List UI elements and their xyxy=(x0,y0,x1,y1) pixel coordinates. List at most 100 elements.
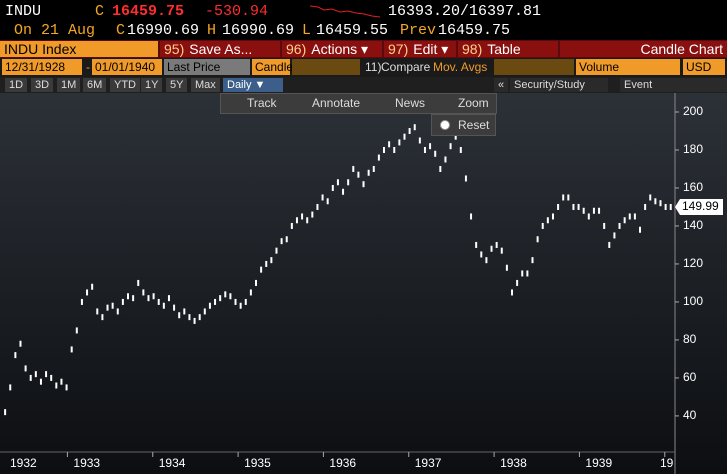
candle xyxy=(546,217,549,224)
toolbar-button[interactable]: 95) Save As... xyxy=(160,41,280,57)
candle xyxy=(541,222,544,229)
period-button[interactable]: 1M xyxy=(57,78,81,92)
candle xyxy=(331,184,334,191)
candle xyxy=(106,304,109,311)
candle xyxy=(229,293,232,300)
studies[interactable]: Mov. Avgs xyxy=(433,60,488,74)
studies-filler xyxy=(494,59,574,75)
candle xyxy=(214,298,217,305)
candle xyxy=(111,302,114,309)
tool-button[interactable]: News xyxy=(395,96,426,110)
candle xyxy=(470,213,473,220)
period-button[interactable]: 6M xyxy=(83,78,107,92)
reset-button[interactable]: Reset xyxy=(458,118,490,132)
security-study[interactable]: Security/Study xyxy=(510,78,608,92)
candle xyxy=(55,382,58,389)
candle xyxy=(301,213,304,220)
candle xyxy=(536,236,539,243)
period-button[interactable]: Max xyxy=(191,78,220,92)
candle xyxy=(4,409,7,416)
candle xyxy=(101,314,104,321)
candle xyxy=(449,143,452,150)
candle xyxy=(551,213,554,220)
period-button[interactable]: 5Y xyxy=(166,78,188,92)
candle xyxy=(316,203,319,210)
candle xyxy=(505,264,508,271)
x-tick-label: 1937 xyxy=(415,456,442,470)
candle xyxy=(96,308,99,315)
period-button[interactable]: YTD xyxy=(110,78,140,92)
tool-button[interactable]: Zoom xyxy=(458,96,489,110)
candle xyxy=(178,312,181,319)
frequency[interactable]: Daily ▼ xyxy=(223,78,283,92)
quote-row: INDU C 16459.75 -530.94 16393.20/16397.8… xyxy=(0,0,727,22)
candle xyxy=(582,207,585,214)
toolbar-button[interactable]: 98) Table xyxy=(458,41,558,57)
security-title: INDU Index xyxy=(0,41,158,57)
collapse[interactable]: « xyxy=(494,78,509,92)
candle xyxy=(403,133,406,140)
period-button[interactable]: 3D xyxy=(31,78,54,92)
last-value-flag xyxy=(675,198,723,215)
tool-button[interactable]: Track xyxy=(247,96,277,110)
candle xyxy=(24,365,27,372)
candle xyxy=(219,295,222,302)
low-label: L xyxy=(302,22,312,39)
chart-style[interactable]: Candle xyxy=(252,59,293,75)
candle xyxy=(306,217,309,224)
bid-ask: 16393.20/16397.81 xyxy=(388,3,542,20)
high: 16990.69 xyxy=(222,22,295,39)
button-label: Save As... xyxy=(189,41,253,57)
candle xyxy=(562,194,565,201)
settings-row: 12/31/1928 - 01/01/1940 Last Price Candl… xyxy=(0,58,727,77)
tool-button[interactable]: Annotate xyxy=(312,96,361,110)
candle xyxy=(167,295,170,302)
reset-icon xyxy=(440,120,450,130)
currency[interactable]: USD xyxy=(683,59,725,75)
candle xyxy=(147,295,150,302)
candle xyxy=(34,371,37,378)
candle xyxy=(598,207,601,214)
candle xyxy=(321,194,324,201)
candle xyxy=(500,247,503,254)
candle xyxy=(521,270,524,277)
compare-key: 11) xyxy=(365,60,382,74)
high-label: H xyxy=(207,22,217,39)
candle xyxy=(352,165,355,172)
x-tick-label: 1933 xyxy=(73,456,100,470)
candle xyxy=(572,203,575,210)
y-tick-label: 40 xyxy=(683,408,697,422)
last-label: C xyxy=(95,3,105,20)
candle xyxy=(121,298,124,305)
candle xyxy=(464,175,467,182)
end-date[interactable]: 01/01/1940 xyxy=(92,59,162,75)
quote-date: On 21 Aug xyxy=(14,22,96,39)
candle xyxy=(413,124,416,131)
style-filler xyxy=(292,59,360,75)
net-change: -530.94 xyxy=(205,3,269,20)
toolbar-button[interactable]: 97) Edit ▾ xyxy=(384,41,456,57)
candle xyxy=(495,241,498,248)
candle xyxy=(336,179,339,186)
start-date[interactable]: 12/31/1928 xyxy=(2,59,82,75)
compare[interactable]: Compare xyxy=(381,60,431,74)
candle xyxy=(342,188,345,195)
candle xyxy=(255,279,258,286)
chart: 1932 1933 1934 1935 1936 1937 1938 1939 19 40 60 8… xyxy=(0,93,727,474)
candle xyxy=(208,302,211,309)
candle xyxy=(80,298,83,305)
candle xyxy=(592,207,595,214)
price-field[interactable]: Last Price xyxy=(164,59,250,75)
period-button[interactable]: 1D xyxy=(5,78,28,92)
event[interactable]: Event xyxy=(620,78,727,92)
candle xyxy=(275,247,278,254)
last-value-label: 149.99 xyxy=(682,199,719,213)
candle xyxy=(649,194,652,201)
candle xyxy=(633,213,636,220)
y-tick-label: 180 xyxy=(683,142,703,156)
period-button[interactable]: 1Y xyxy=(141,78,163,92)
lower-study[interactable]: Volume xyxy=(576,59,680,75)
candle xyxy=(418,137,421,144)
toolbar-button[interactable]: 96) Actions ▾ xyxy=(282,41,382,57)
period-row: 1D 3D 1M 6M YTD 1Y 5Y Max Daily ▼ « Secu… xyxy=(0,77,727,93)
